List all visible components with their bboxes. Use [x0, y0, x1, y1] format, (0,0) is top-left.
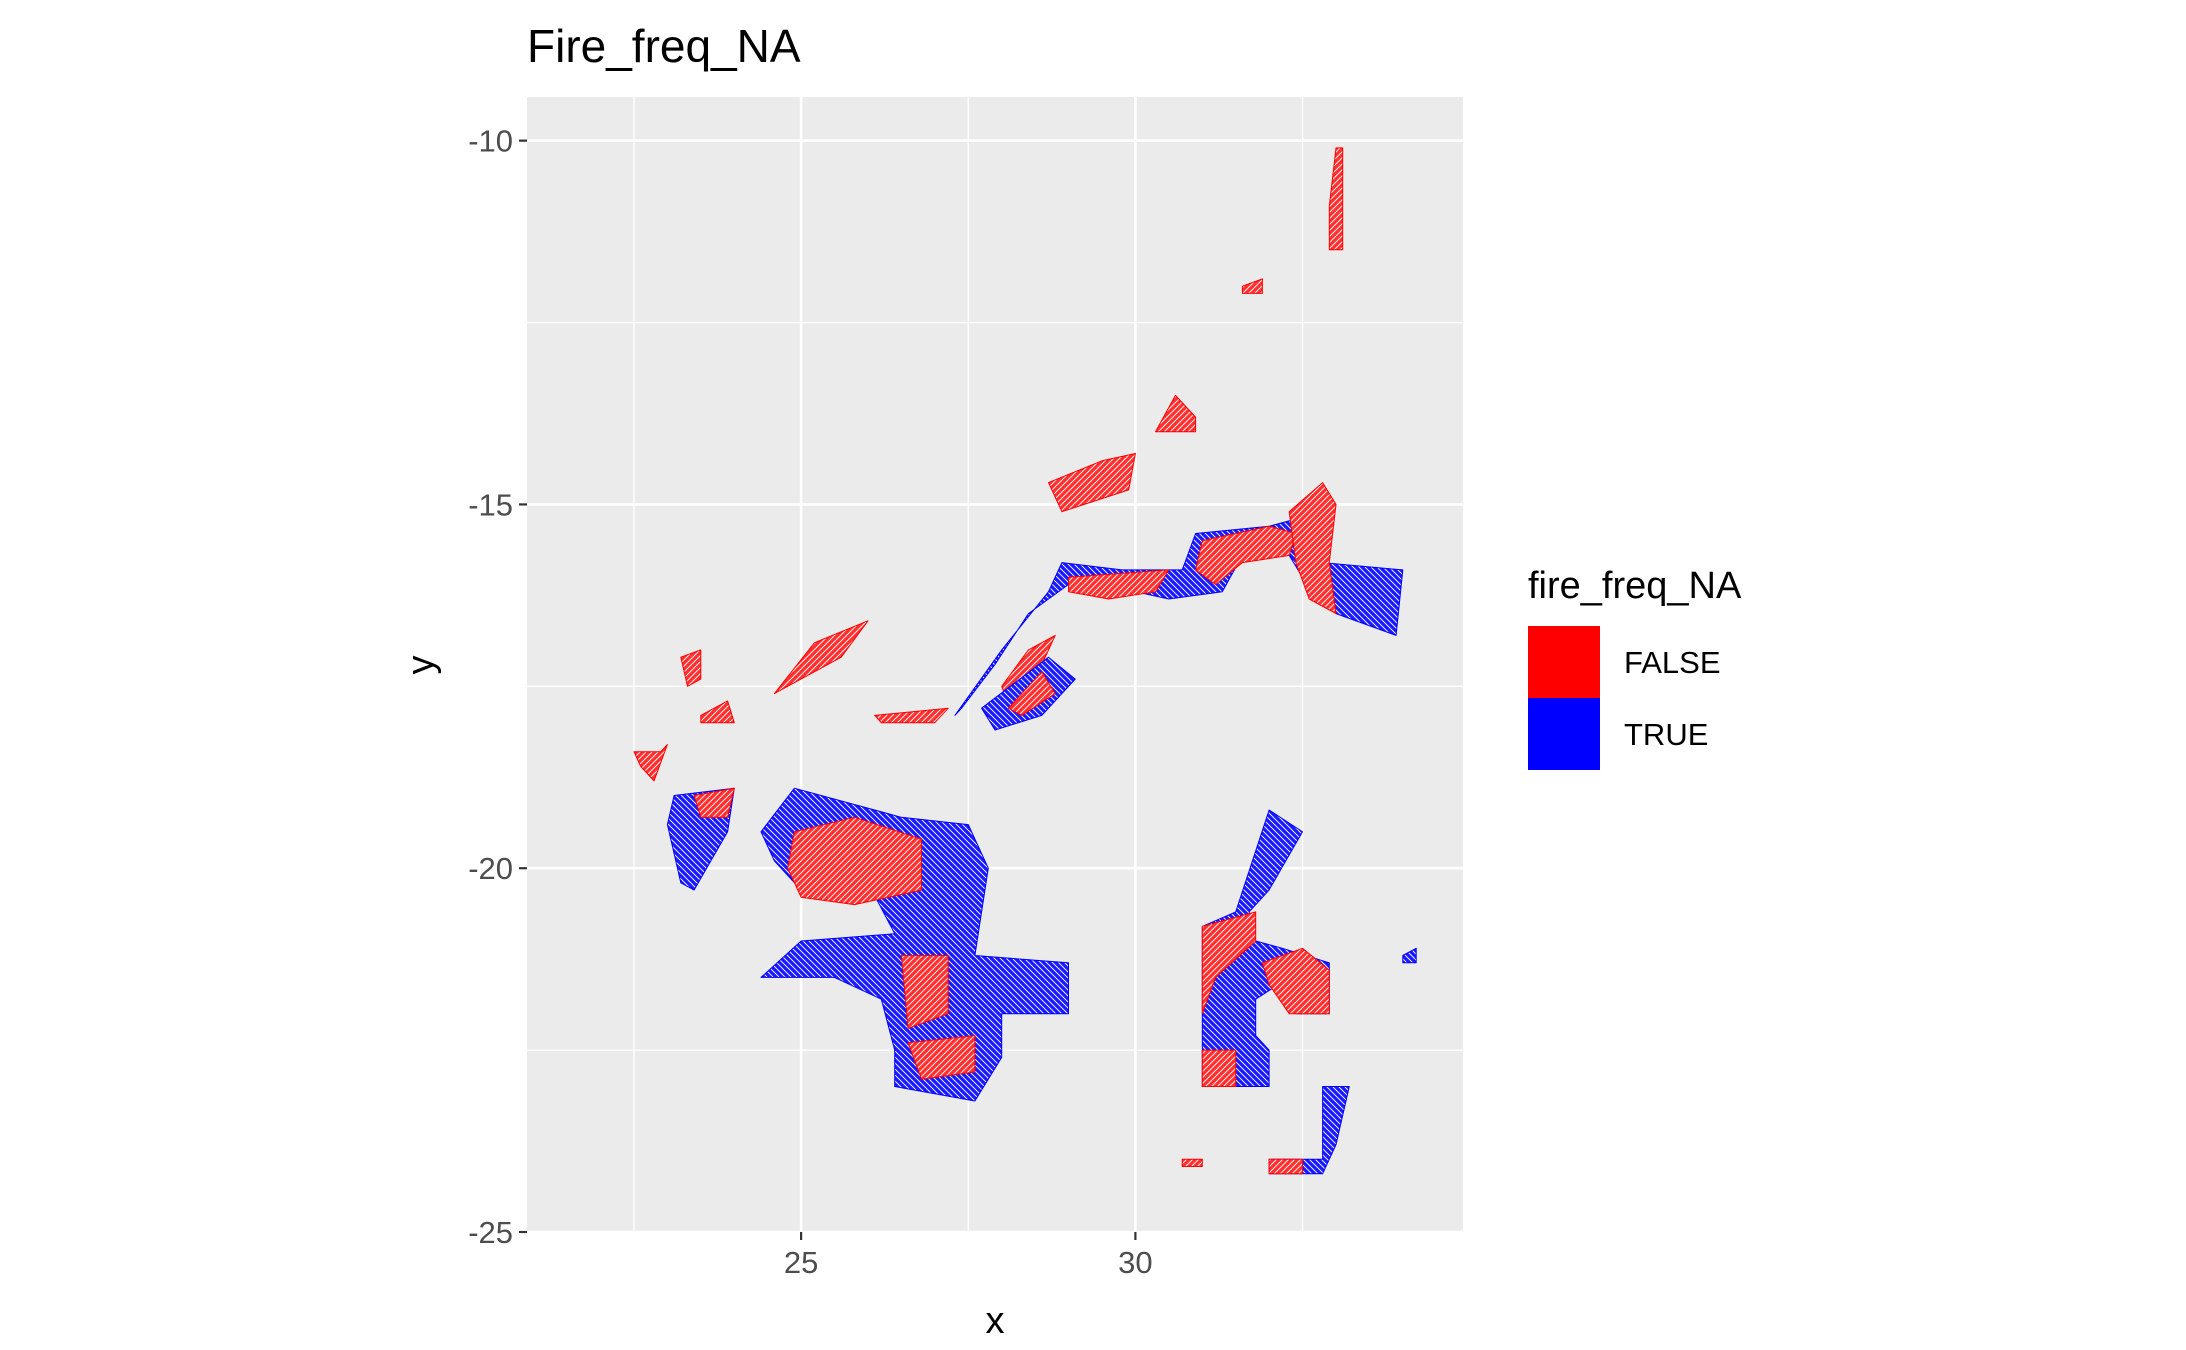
region-false-27 [1268, 1158, 1303, 1175]
raster-regions [633, 147, 1417, 1175]
legend-entries: FALSE TRUE [1528, 626, 1721, 770]
legend-label-false: FALSE [1624, 645, 1721, 680]
y-tick-label: -20 [468, 851, 513, 886]
region-false-2 [1155, 394, 1197, 433]
y-tick-label: -15 [468, 487, 513, 522]
region-false-0 [1328, 147, 1344, 251]
region-false-16 [1288, 482, 1337, 615]
region-false-13 [907, 1035, 976, 1080]
legend-key-true [1528, 698, 1600, 770]
y-axis-title: y [400, 656, 442, 675]
legend-label-true: TRUE [1624, 717, 1708, 752]
region-false-17 [1068, 569, 1170, 600]
region-false-23 [1201, 911, 1257, 1015]
x-axis-title: x [986, 1300, 1005, 1342]
region-false-12 [900, 955, 949, 1029]
region-false-11 [787, 816, 922, 906]
region-true-14 [954, 511, 1404, 716]
region-false-24 [1261, 947, 1330, 1015]
y-axis: -10 -15 -20 -25 [468, 124, 527, 1250]
x-axis: 25 30 [784, 1232, 1153, 1280]
region-true-28 [1402, 947, 1417, 964]
legend-key-false [1528, 626, 1600, 698]
y-tick-label: -10 [468, 124, 513, 159]
region-false-4 [680, 649, 702, 687]
x-tick-label: 30 [1118, 1245, 1152, 1280]
legend-title: fire_freq_NA [1528, 565, 1742, 607]
region-false-6 [773, 620, 869, 695]
region-false-29 [1181, 1158, 1203, 1167]
region-false-5 [700, 700, 735, 724]
region-false-7 [633, 744, 668, 782]
x-tick-label: 25 [784, 1245, 818, 1280]
region-false-19 [874, 707, 949, 724]
region-false-21 [1007, 671, 1056, 716]
region-false-9 [693, 787, 735, 818]
y-tick-label: -25 [468, 1215, 513, 1250]
region-false-3 [1048, 453, 1136, 513]
region-false-1 [1241, 278, 1263, 294]
chart-title: Fire_freq_NA [527, 20, 801, 72]
region-false-25 [1201, 1049, 1237, 1087]
legend: fire_freq_NA FALSE TRUE [1528, 565, 1742, 770]
region-false-15 [1195, 525, 1297, 585]
